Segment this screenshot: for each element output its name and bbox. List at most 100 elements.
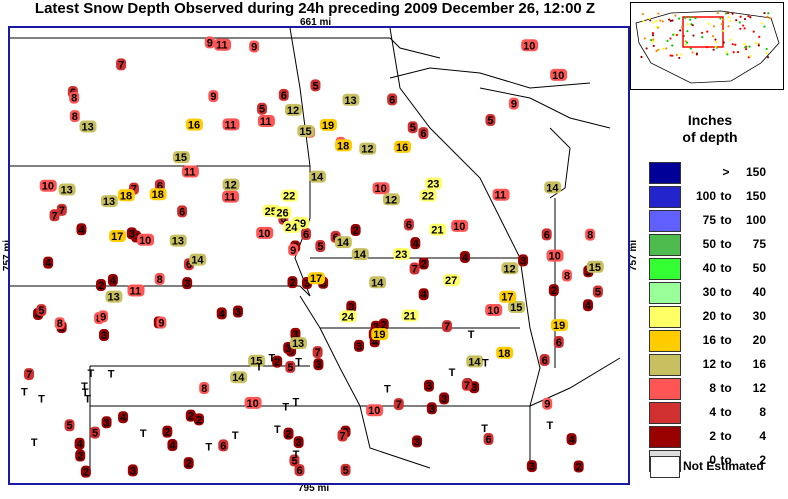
svg-text:2: 2 bbox=[196, 414, 202, 426]
border-ks-ok bbox=[90, 405, 531, 468]
station-trace-mark: T bbox=[481, 423, 488, 435]
svg-text:11: 11 bbox=[495, 190, 507, 202]
svg-text:13: 13 bbox=[172, 236, 184, 248]
station-depth-mark: 6 bbox=[403, 218, 414, 231]
svg-text:4: 4 bbox=[421, 289, 428, 301]
station-depth-mark: 10 bbox=[451, 219, 469, 233]
svg-text:2: 2 bbox=[77, 451, 83, 463]
svg-text:3: 3 bbox=[348, 302, 354, 314]
svg-text:10: 10 bbox=[453, 221, 465, 233]
station-depth-mark: 6 bbox=[541, 228, 552, 241]
legend-title-line2: of depth bbox=[682, 129, 738, 145]
legend-label: 40 to 50 bbox=[702, 261, 766, 275]
svg-text:3: 3 bbox=[429, 403, 435, 415]
svg-text:9: 9 bbox=[210, 91, 216, 103]
legend-label: 50 to 75 bbox=[702, 237, 766, 251]
svg-text:7: 7 bbox=[464, 380, 470, 392]
station-depth-mark: 19 bbox=[319, 118, 337, 132]
svg-text:7: 7 bbox=[396, 399, 402, 411]
svg-text:25: 25 bbox=[265, 206, 277, 218]
station-depth-mark: 2 bbox=[283, 427, 294, 441]
station-depth-mark: 11 bbox=[181, 165, 199, 179]
svg-text:14: 14 bbox=[371, 277, 384, 289]
svg-text:3: 3 bbox=[184, 278, 190, 290]
border-sd-ne bbox=[10, 285, 311, 297]
station-depth-mark: 10 bbox=[550, 68, 568, 82]
svg-text:7: 7 bbox=[412, 264, 418, 276]
svg-text:17: 17 bbox=[310, 273, 322, 285]
legend-title: Inches of depth bbox=[640, 112, 780, 146]
legend-swatch bbox=[649, 258, 681, 280]
legend-row: 40 to 50 bbox=[640, 258, 780, 280]
legend-not-estimated-label: Not Estimated bbox=[683, 459, 764, 473]
svg-text:3: 3 bbox=[296, 437, 302, 449]
svg-text:6: 6 bbox=[544, 229, 550, 241]
svg-text:3: 3 bbox=[315, 359, 321, 371]
svg-text:4: 4 bbox=[120, 412, 127, 424]
svg-text:5: 5 bbox=[317, 241, 323, 253]
station-depth-mark: 22 bbox=[419, 189, 437, 203]
station-depth-mark: 8 bbox=[585, 228, 596, 242]
svg-text:2: 2 bbox=[186, 458, 192, 470]
station-depth-mark: 5 bbox=[340, 463, 351, 477]
station-trace-mark: T bbox=[282, 401, 289, 413]
svg-text:10: 10 bbox=[375, 183, 387, 195]
station-depth-mark: 15 bbox=[508, 300, 526, 314]
station-depth-mark: 13 bbox=[58, 183, 76, 197]
station-depth-mark: 2 bbox=[75, 449, 86, 463]
svg-text:4: 4 bbox=[78, 224, 85, 236]
station-depth-mark: 9 bbox=[204, 36, 215, 49]
station-depth-mark: 3 bbox=[526, 460, 537, 473]
svg-text:6: 6 bbox=[296, 465, 302, 477]
station-depth-mark: 2 bbox=[80, 465, 91, 479]
overview-map[interactable] bbox=[630, 2, 784, 90]
station-depth-mark: 11 bbox=[127, 284, 145, 297]
svg-text:8: 8 bbox=[71, 93, 77, 105]
svg-text:17: 17 bbox=[501, 292, 513, 304]
station-depth-mark: 10 bbox=[244, 396, 262, 410]
station-depth-mark: 19 bbox=[550, 319, 568, 332]
station-trace-mark: T bbox=[274, 424, 281, 436]
svg-text:T: T bbox=[449, 367, 456, 379]
svg-text:2: 2 bbox=[188, 411, 194, 423]
station-depth-mark: 3 bbox=[99, 329, 110, 342]
svg-text:27: 27 bbox=[445, 275, 457, 287]
station-depth-mark: 5 bbox=[89, 426, 100, 440]
svg-text:13: 13 bbox=[61, 185, 73, 197]
svg-text:6: 6 bbox=[280, 214, 286, 226]
svg-text:2: 2 bbox=[551, 285, 557, 297]
svg-text:T: T bbox=[292, 396, 299, 408]
snow-depth-map[interactable]: 3234324323423324323432432343234323342343… bbox=[8, 26, 630, 485]
svg-text:6: 6 bbox=[406, 219, 412, 231]
station-depth-mark: 8 bbox=[69, 110, 80, 123]
station-depth-mark: 5 bbox=[315, 240, 326, 253]
legend-not-estimated-swatch bbox=[650, 456, 680, 478]
svg-text:3: 3 bbox=[320, 278, 326, 290]
svg-text:3: 3 bbox=[235, 307, 241, 319]
station-depth-mark: 12 bbox=[284, 103, 302, 117]
station-depth-mark: 8 bbox=[69, 91, 80, 105]
legend-not-estimated: Not Estimated bbox=[650, 456, 780, 478]
station-depth-mark: 10 bbox=[366, 404, 384, 417]
station-trace-mark: T bbox=[31, 437, 38, 449]
station-depth-mark: 3 bbox=[518, 254, 529, 267]
station-depth-mark: 2 bbox=[185, 409, 196, 423]
station-depth-mark: 3 bbox=[439, 392, 450, 405]
station-depth-mark: 14 bbox=[351, 248, 369, 261]
station-depth-mark: 9 bbox=[208, 90, 219, 103]
legend-swatch bbox=[649, 354, 681, 376]
svg-text:14: 14 bbox=[191, 255, 204, 267]
station-trace-mark: T bbox=[82, 387, 89, 399]
station-depth-mark: 10 bbox=[137, 233, 155, 247]
svg-text:T: T bbox=[205, 442, 212, 454]
station-depth-mark: 4 bbox=[583, 299, 594, 312]
station-depth-mark: 3 bbox=[411, 435, 422, 448]
station-depth-mark: 6 bbox=[278, 88, 289, 102]
station-depth-mark: 5 bbox=[285, 360, 296, 374]
station-depth-mark: 10 bbox=[485, 304, 503, 317]
svg-text:T: T bbox=[293, 449, 300, 461]
station-depth-mark: 24 bbox=[283, 220, 301, 234]
legend-swatch bbox=[649, 162, 681, 184]
legend-swatch bbox=[649, 330, 681, 352]
svg-text:13: 13 bbox=[107, 292, 119, 304]
